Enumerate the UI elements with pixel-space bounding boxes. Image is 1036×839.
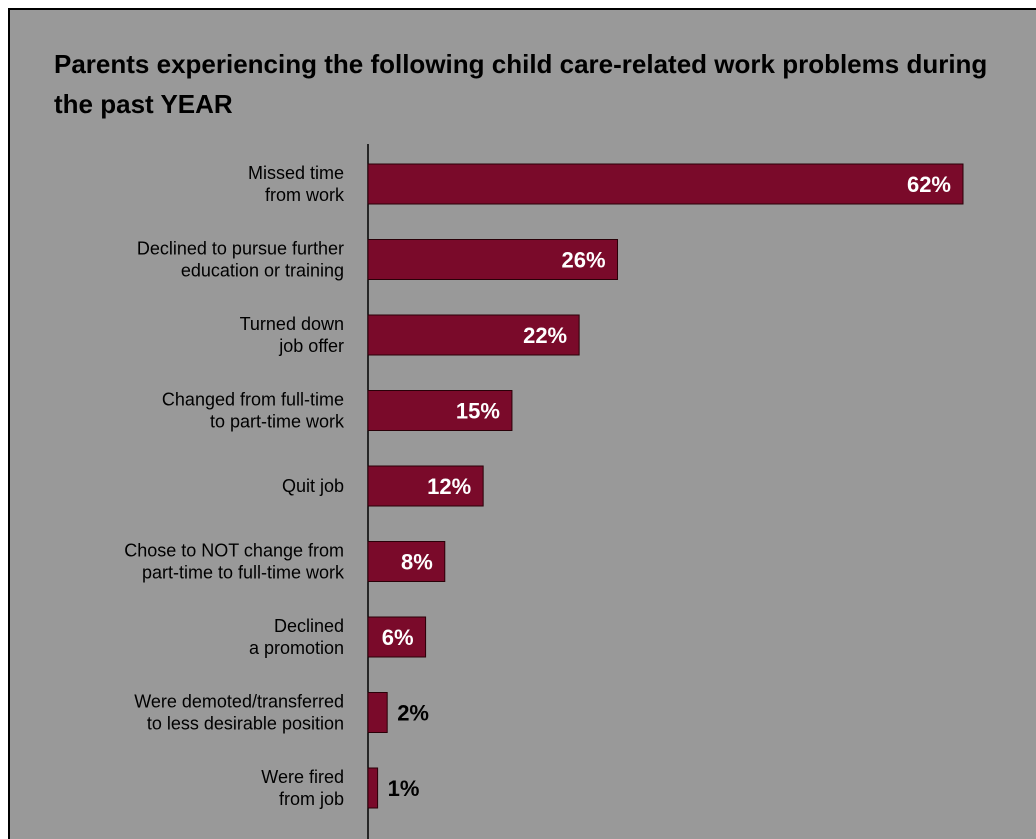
category-label: Chose to NOT change from part-time to ful…: [124, 541, 345, 583]
chart-title: Parents experiencing the following child…: [54, 49, 988, 119]
value-label: 6%: [382, 625, 414, 650]
bar-6: [367, 616, 427, 658]
bar-5: [367, 541, 446, 582]
category-label: Were fired from job: [261, 767, 344, 809]
category-label: Turned down job offer: [240, 314, 344, 356]
value-label: 8%: [401, 550, 433, 575]
category-label: Were demoted/transferred to less desirabl…: [134, 692, 344, 734]
bar-2: [367, 314, 580, 356]
category-label: Declined to pursue further education or t…: [137, 239, 344, 281]
value-label: 12%: [427, 474, 471, 499]
category-label: Changed from full-time to part-time work: [162, 390, 345, 432]
value-label: 2%: [397, 701, 429, 726]
bar-chart: Missed time from work 62% Declined to pursu…: [124, 144, 964, 839]
value-label: 22%: [523, 323, 567, 348]
value-label: 26%: [561, 248, 605, 273]
value-label: 1%: [388, 776, 420, 801]
bar-4: [367, 465, 484, 507]
bar-3: [367, 390, 513, 431]
bar-1: [367, 239, 619, 280]
category-label: Declined a promotion: [249, 616, 344, 658]
category-label: Quit job: [282, 476, 344, 496]
value-label: 15%: [456, 399, 500, 424]
bar-7: [367, 692, 388, 733]
value-label: 62%: [907, 172, 951, 197]
category-label: Missed time from work: [248, 163, 345, 205]
chart-frame: Parents experiencing the following child…: [8, 8, 1036, 839]
bar-0: [367, 163, 964, 205]
bar-8: [367, 767, 379, 809]
